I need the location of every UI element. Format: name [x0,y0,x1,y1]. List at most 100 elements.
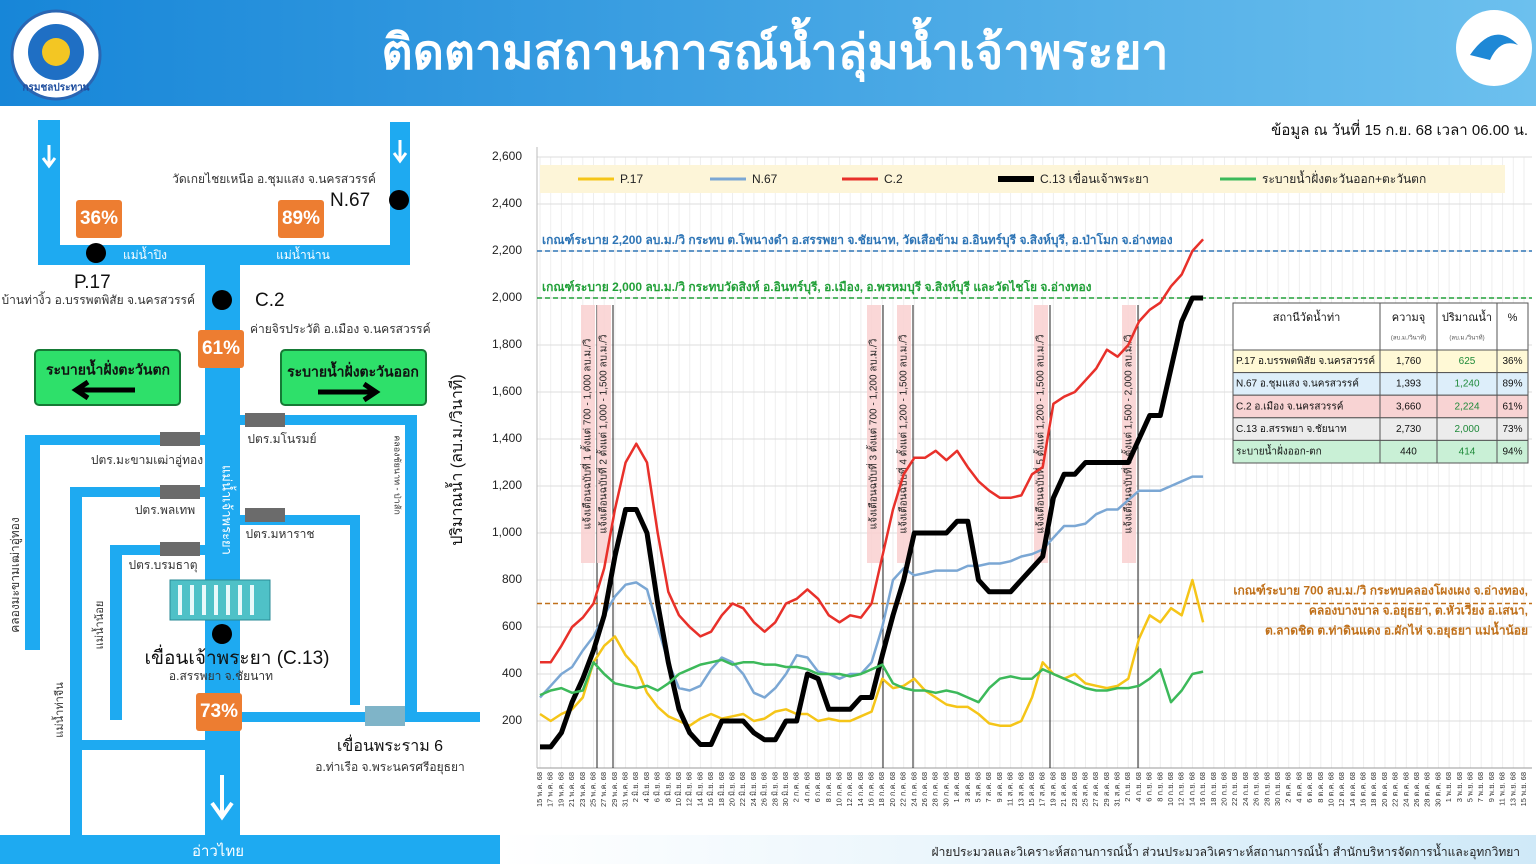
station-location: บ้านท่างิ้ว อ.บรรพตพิสัย จ.นครสวรรค์ [1,291,195,307]
plot: 15 พ.ค. 68 17 พ.ค. 68 19 พ.ค. 68 21 พ.ค. 68… [492,147,1532,807]
x-tick-label: 4 ต.ค. 68 [1294,772,1303,803]
station-dot [86,243,106,263]
river-label: แม่น้ำเจ้าพระยา [220,465,237,555]
legend-label: ระบายน้ำฝั่งตะวันออก+ตะวันตก [1262,170,1426,186]
x-tick-label: 30 ต.ค. 68 [1433,772,1442,807]
x-tick-label: 14 มิ.ย. 68 [695,772,704,806]
station-location: ค่ายจิรประวัติ อ.เมือง จ.นครสวรรค์ [250,322,431,336]
river-label: แม่น้ำท่าจีน [51,682,66,738]
x-tick-label: 21 พ.ค. 68 [567,772,576,807]
canal [70,487,82,835]
x-tick-label: 17 พ.ค. 68 [546,772,555,807]
x-tick-label: 12 ต.ค. 68 [1337,772,1346,807]
x-tick-label: 24 ก.ค. 68 [909,772,918,807]
x-tick-label: 18 ก.ย. 68 [1209,772,1218,806]
x-tick-label: 19 ส.ค. 68 [1048,772,1057,807]
river-label: แม่น้ำน่าน [276,246,330,262]
table-cell: 3,660 [1396,401,1421,412]
event-label: แจ้งเตือนฉบับที่ 3 ตั้งแต่ 700 - 1,200 ล… [866,339,880,530]
river-label: แม่น้ำปิง [123,246,167,262]
x-tick-label: 26 ก.ย. 68 [1252,772,1261,806]
x-tick-label: 17 ส.ค. 68 [1038,772,1047,807]
table-cell: 36% [1502,356,1522,367]
x-tick-label: 10 มิ.ย. 68 [674,772,683,806]
event-band [1034,305,1048,563]
event-band [597,305,611,563]
x-tick-label: 16 ก.ย. 68 [1198,772,1207,806]
x-tick-label: 18 ต.ค. 68 [1369,772,1378,807]
event-band [581,305,595,563]
x-tick-label: 22 ก.ค. 68 [899,772,908,807]
x-tick-label: 21 ส.ค. 68 [1059,772,1068,807]
table-cell: 1,393 [1396,379,1421,390]
header-band [0,0,1536,106]
y-tick-label: 600 [502,619,522,633]
table-cell: 1,760 [1396,356,1421,367]
x-tick-label: 28 มิ.ย. 68 [770,772,779,806]
table-cell: 1,240 [1454,379,1479,390]
canal [240,415,417,425]
x-tick-label: 23 ส.ค. 68 [1070,772,1079,807]
y-tick-label: 1,400 [492,431,522,445]
x-tick-label: 20 ต.ค. 68 [1380,772,1389,807]
gate-label: ปตร.มโนรมย์ [247,432,316,446]
logo-emblem-core [42,38,70,66]
event-label: แจ้งเตือนฉบับที่ 6 ตั้งแต่ 1,500 - 2,000… [1121,335,1135,534]
dam-location: อ.สรรพยา จ.ชัยนาท [169,669,273,683]
gate-icon [245,508,285,522]
x-tick-label: 13 ส.ค. 68 [1016,772,1025,807]
x-tick-label: 19 พ.ค. 68 [556,772,565,807]
gate-label: ปตร.มะขามเฒ่าอู่ทอง [91,453,203,468]
percent-box [76,200,122,238]
arrow-west [71,379,135,401]
x-tick-label: 23 พ.ค. 68 [578,772,587,807]
table-cell: 2,730 [1396,424,1421,435]
x-tick-label: 3 ส.ค. 68 [963,772,972,802]
y-tick-label: 400 [502,666,522,680]
release-east [280,349,427,406]
series-line [539,475,1204,699]
canal [110,545,205,555]
gate-icon [245,413,285,427]
y-tick-label: 2,400 [492,196,522,210]
percent: 61% [202,338,240,359]
x-tick-label: 1 พ.ย. 68 [1444,772,1453,802]
x-tick-label: 6 ต.ค. 68 [1305,772,1314,803]
canal [110,545,122,720]
footer-text: ฝ่ายประมวลและวิเคราะห์สถานการณ์น้ำ ส่วนป… [932,843,1520,860]
table-cell: 61% [1502,401,1522,412]
x-tick-label: 2 ก.ค. 68 [792,772,801,802]
y-tick-label: 1,200 [492,478,522,492]
legend-label: C.13 เขื่อนเจ้าพระยา [1040,170,1149,186]
logo-right-wave [1470,34,1518,60]
table-header: สถานีวัดน้ำท่า [1273,309,1341,324]
river-ping [38,120,60,265]
arrow-east [318,381,381,403]
gate-icon [160,432,200,446]
y-tick-label: 2,000 [492,290,522,304]
river-network [0,120,500,864]
gate-icon [160,542,200,556]
y-tick-label: 2,200 [492,243,522,257]
x-tick-label: 8 มิ.ย. 68 [663,772,672,802]
table-cell: ระบายน้ำฝั่งออก-ตก [1236,444,1322,458]
event-band [897,305,911,563]
data-date: ข้อมูล ณ วันที่ 15 ก.ย. 68 เวลา 06.00 น. [1271,119,1528,139]
percent-box [278,200,324,238]
y-tick-label: 1,000 [492,525,522,539]
table-cell: 440 [1400,447,1417,458]
station-dot [212,290,232,310]
event-label: แจ้งเตือนฉบับที่ 2 ตั้งแต่ 1,000 - 1,500… [596,335,610,534]
percent: 89% [282,208,320,229]
percent-box [196,693,242,731]
x-tick-label: 30 มิ.ย. 68 [781,772,790,806]
summary-table: สถานีวัดน้ำท่า ความจุ ปริมาณน้ำ % (ลบ.ม./วิน… [1232,302,1529,464]
x-tick-label: 20 ก.ย. 68 [1220,772,1229,806]
legend-label: C.2 [884,172,903,186]
series-line [540,295,1204,750]
x-tick-label: 29 ส.ค. 68 [1102,772,1111,807]
x-tick-label: 25 ส.ค. 68 [1080,772,1089,807]
dam-location: อ.ท่าเรือ จ.พระนครศรีอยุธยา [315,760,465,775]
x-tick-label: 11 พ.ย. 68 [1498,772,1507,806]
